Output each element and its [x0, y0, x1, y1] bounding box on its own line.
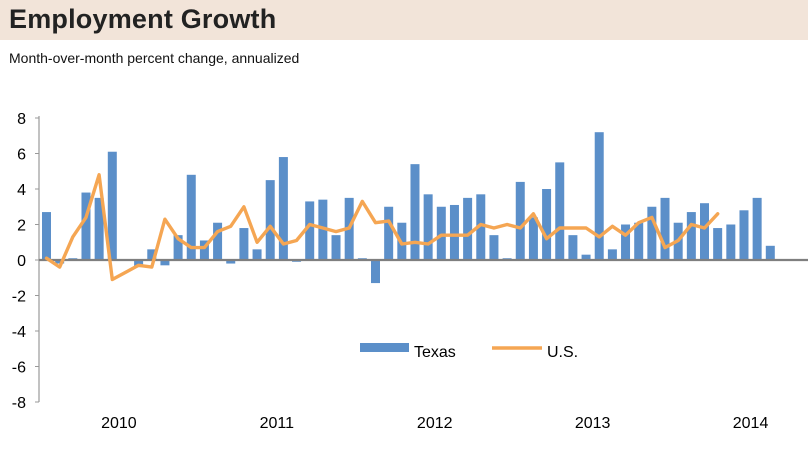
y-tick-label: 6 [17, 147, 26, 164]
texas-bar [700, 203, 709, 260]
texas-bar [81, 192, 91, 260]
texas-bar [55, 260, 65, 264]
y-tick-label: -2 [12, 289, 26, 306]
texas-bar [634, 222, 644, 260]
texas-bar [528, 217, 538, 260]
texas-bar [147, 249, 157, 260]
legend-us-label: U.S. [547, 344, 578, 361]
texas-bar [660, 197, 670, 260]
texas-bar [252, 249, 262, 260]
texas-bar [489, 235, 499, 260]
texas-bar [686, 212, 696, 260]
texas-bar [765, 245, 775, 260]
texas-bar [542, 189, 552, 260]
texas-bar [568, 235, 578, 260]
texas-bar [107, 151, 117, 260]
texas-bar [476, 194, 486, 260]
texas-bar [318, 199, 328, 260]
texas-bar [384, 206, 394, 260]
texas-bar [436, 206, 446, 260]
y-tick-label: 4 [17, 182, 26, 199]
texas-bars [42, 132, 775, 284]
texas-bar [305, 201, 315, 260]
texas-bar [594, 132, 604, 260]
x-tick-label: 2010 [101, 415, 137, 432]
texas-bar [134, 260, 144, 268]
chart-title: Employment Growth [9, 4, 277, 34]
legend-texas-label: Texas [414, 344, 456, 361]
legend-texas-swatch [360, 343, 409, 352]
y-tick-label: -8 [12, 395, 26, 412]
texas-bar [186, 174, 196, 260]
chart-subtitle: Month-over-month percent change, annuali… [9, 50, 300, 66]
texas-bar [94, 197, 104, 260]
x-tick-label: 2012 [417, 415, 453, 432]
texas-bar [449, 204, 459, 260]
y-tick-label: 2 [17, 218, 26, 235]
x-tick-label: 2013 [575, 415, 611, 432]
texas-bar [371, 260, 380, 284]
texas-bar [752, 197, 762, 260]
x-tick-label: 2014 [733, 415, 769, 432]
texas-bar [581, 254, 591, 260]
x-axis: 2010 2011 2012 2013 2014 [101, 415, 768, 432]
title-bar [0, 0, 808, 40]
y-tick-label: 8 [17, 111, 26, 128]
texas-bar [410, 164, 420, 260]
texas-bar [515, 181, 525, 260]
y-tick-label: 0 [17, 253, 26, 270]
x-tick-label: 2011 [260, 415, 295, 432]
texas-bar [647, 206, 657, 260]
texas-bar [463, 197, 473, 260]
texas-bar [42, 212, 51, 260]
texas-bar [713, 228, 723, 260]
y-axis: 8 6 4 2 0 -2 -4 -6 -8 [12, 111, 40, 412]
us-line [44, 173, 720, 282]
texas-bar [607, 249, 617, 260]
texas-bar [160, 260, 170, 266]
texas-bar [726, 224, 736, 260]
texas-bar [739, 210, 749, 260]
texas-bar [199, 240, 209, 260]
texas-bar [213, 222, 223, 260]
texas-bar [555, 162, 565, 260]
texas-bar [226, 260, 236, 264]
texas-bar [331, 235, 341, 260]
texas-bar [278, 157, 288, 260]
y-tick-label: -4 [12, 324, 26, 341]
texas-bar [423, 194, 433, 260]
texas-bar [265, 180, 275, 260]
y-tick-label: -6 [12, 360, 26, 377]
us-series-line [44, 173, 720, 282]
texas-bar [173, 235, 183, 260]
texas-bar [239, 228, 249, 260]
texas-bar [621, 224, 631, 260]
legend: Texas U.S. [360, 343, 578, 361]
